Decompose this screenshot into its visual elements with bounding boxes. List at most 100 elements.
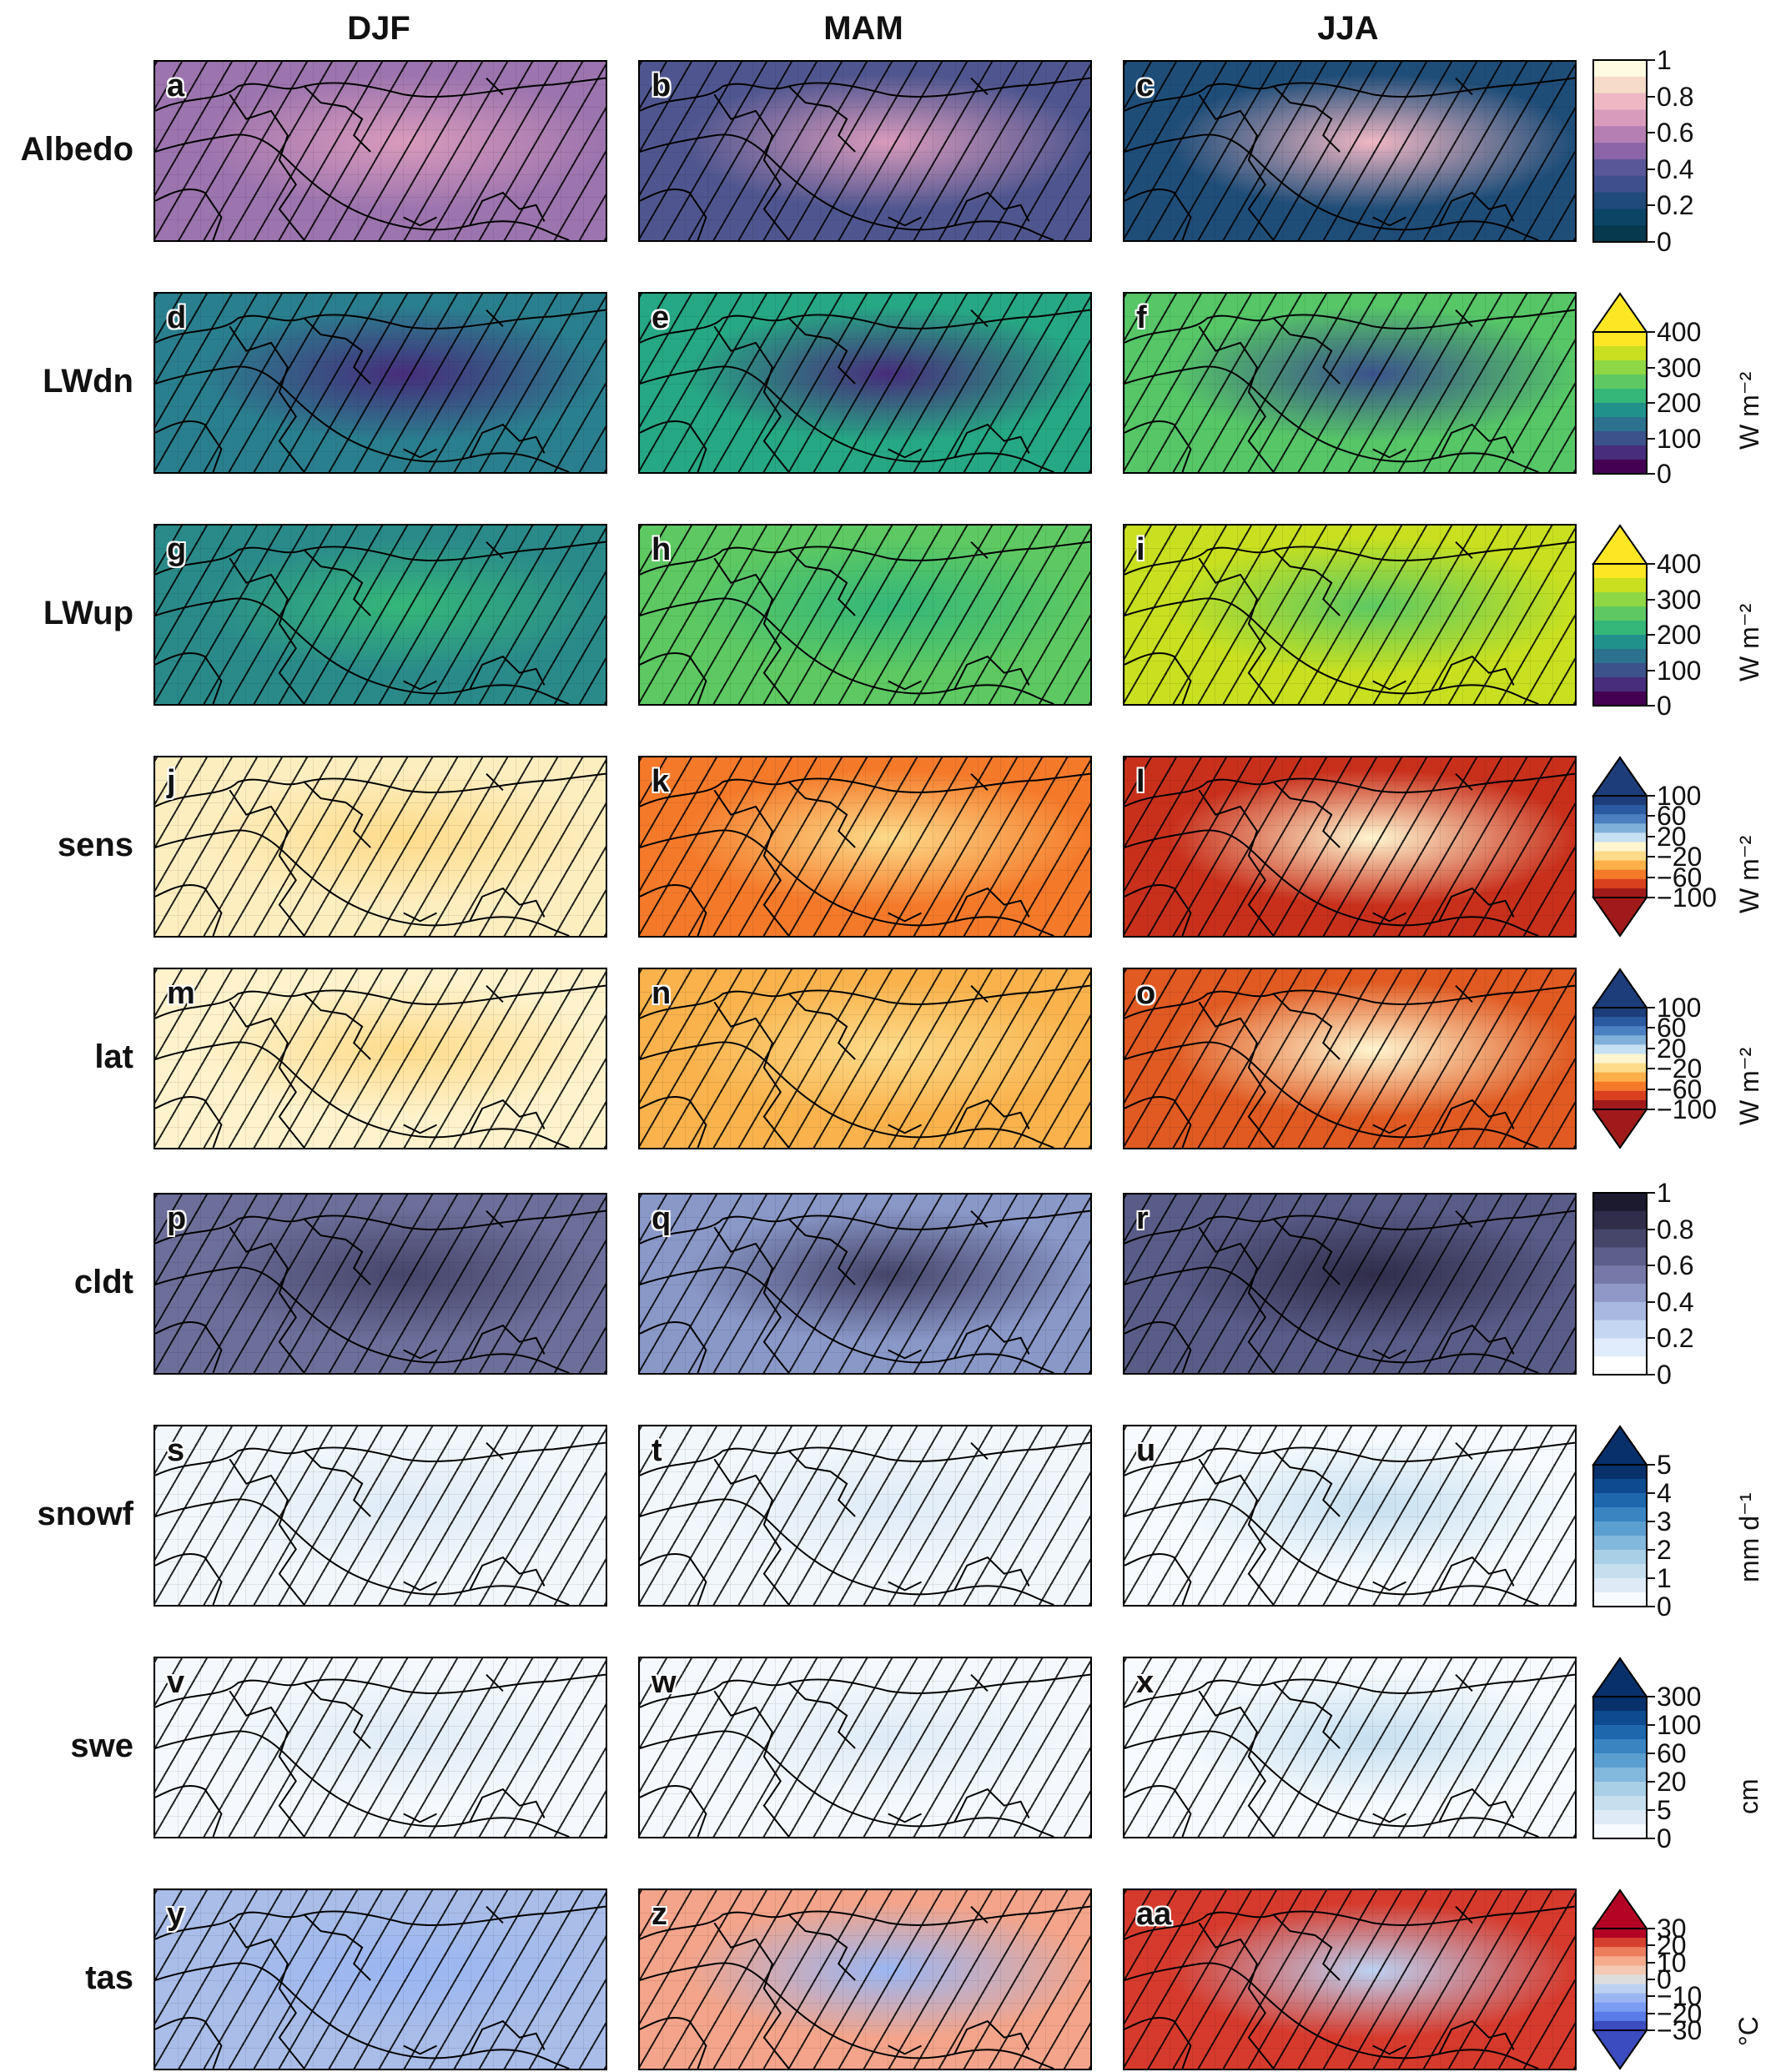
colorbar-tick-label: 300	[1646, 352, 1702, 383]
significance-hatching	[640, 1890, 1090, 2069]
colorbar-bin	[1593, 1521, 1647, 1536]
colorbar-tick-label: 0	[1647, 1964, 1672, 1994]
colorbar-bin	[1593, 1739, 1647, 1754]
row-label-lat: lat	[94, 1039, 133, 1075]
colorbar-tick-label: 0	[1647, 1823, 1672, 1853]
colorbar-tick-label: 20	[1647, 1930, 1687, 1961]
colorbar-bin	[1593, 360, 1647, 375]
colorbar-bin	[1593, 1210, 1647, 1230]
colorbar-bin	[1593, 677, 1647, 692]
column-heading-mam: MAM	[823, 10, 903, 47]
row-label-lwup: LWup	[43, 595, 133, 631]
panel-label: t	[652, 1433, 662, 1468]
colorbar-tick-label: 60	[1647, 801, 1687, 832]
colorbar-extend-max	[1592, 756, 1648, 797]
colorbar-bin	[1593, 1938, 1647, 1948]
map-panel-z: z	[638, 1888, 1092, 2070]
panel-label: a	[167, 68, 185, 103]
colorbar-lat	[1592, 968, 1648, 1149]
colorbar-tick-label: 3	[1647, 1506, 1672, 1536]
map-panel-r: r	[1123, 1193, 1577, 1375]
colorbar-extend-max	[1592, 1657, 1648, 1697]
map-panel-c: c	[1123, 60, 1577, 242]
map-panel-h: h	[638, 524, 1092, 706]
map-panel-d: d	[153, 292, 607, 474]
colorbar-bin	[1593, 1929, 1647, 1939]
map-panel-g: g	[153, 524, 607, 706]
colorbar-tick-label: 400	[1646, 317, 1702, 347]
colorbar-extend-min	[1592, 1109, 1648, 1149]
colorbar-tick-label: 2	[1647, 1535, 1672, 1565]
panel-label: g	[167, 532, 187, 567]
panel-label: z	[652, 1897, 667, 1932]
colorbar-bin	[1593, 578, 1647, 593]
colorbar-frame	[1592, 1696, 1648, 1839]
colorbar-extend-max	[1592, 524, 1648, 565]
colorbar-bin	[1593, 375, 1647, 390]
colorbar-bin	[1593, 878, 1647, 889]
significance-hatching	[640, 969, 1090, 1148]
colorbar-tick-label: 200	[1646, 388, 1702, 418]
significance-hatching	[1124, 62, 1575, 240]
colorbar-tick-label: 1	[1647, 45, 1672, 75]
map-panel-w: w	[638, 1657, 1092, 1838]
colorbar-bin	[1593, 2011, 1647, 2022]
colorbar-bin	[1593, 93, 1647, 110]
colorbar-bin	[1593, 1782, 1647, 1797]
panel-label: c	[1136, 68, 1155, 103]
colorbar-tick-label: 0	[1647, 1592, 1672, 1622]
colorbar-bin	[1593, 888, 1647, 898]
map-panel-l: l	[1123, 756, 1577, 938]
colorbar-bin	[1593, 796, 1647, 806]
colorbar-bin	[1593, 1054, 1647, 1064]
panel-label: o	[1136, 976, 1156, 1011]
panel-label: w	[652, 1665, 677, 1700]
colorbar-bin	[1593, 1035, 1647, 1045]
colorbar-tick-label: 5	[1647, 1795, 1672, 1825]
significance-hatching	[1124, 526, 1575, 704]
colorbar-tick-label: 0.6	[1646, 1250, 1694, 1281]
panel-label: q	[652, 1201, 672, 1236]
colorbar-tick-label: 200	[1646, 620, 1702, 650]
colorbar-tick-label: −100	[1646, 883, 1718, 913]
colorbar-tick-label: 1	[1647, 1178, 1672, 1208]
colorbar-bin	[1593, 225, 1647, 243]
colorbar-lwdn	[1592, 292, 1648, 475]
colorbar-extend-max	[1592, 1425, 1648, 1466]
colorbar-bin	[1593, 1008, 1647, 1018]
significance-hatching	[1124, 1194, 1575, 1373]
significance-hatching	[155, 969, 606, 1148]
row-label-albedo: Albedo	[20, 131, 133, 168]
colorbar-bin	[1593, 1810, 1647, 1825]
colorbar-bin	[1593, 635, 1647, 650]
panel-label: x	[1136, 1665, 1155, 1700]
colorbar-snowf	[1592, 1425, 1648, 1607]
colorbar-unit-label: W m⁻²	[1734, 835, 1764, 913]
colorbar-bin	[1593, 1956, 1647, 1966]
significance-hatching	[640, 757, 1090, 936]
colorbar-bin	[1593, 143, 1647, 160]
colorbar-bin	[1593, 1824, 1647, 1839]
significance-hatching	[640, 1658, 1090, 1837]
colorbar-unit-label: mm d⁻¹	[1734, 1492, 1764, 1582]
colorbar-bin	[1593, 1044, 1647, 1054]
significance-hatching	[155, 62, 606, 240]
significance-hatching	[155, 1194, 606, 1373]
map-panel-j: j	[153, 756, 607, 938]
colorbar-tick-label: 0	[1647, 691, 1672, 721]
colorbar-tick-label: 400	[1646, 549, 1702, 579]
significance-hatching	[155, 1890, 606, 2069]
panel-label: y	[167, 1897, 185, 1932]
panel-label: d	[167, 300, 187, 335]
colorbar-tick-label: −20	[1646, 1998, 1703, 2029]
significance-hatching	[1124, 294, 1575, 472]
column-heading-djf: DJF	[347, 10, 410, 47]
colorbar-bin	[1593, 460, 1647, 475]
colorbar-bin	[1593, 417, 1647, 432]
colorbar-tick-label: 100	[1646, 423, 1702, 454]
panel-label: f	[1136, 300, 1147, 335]
significance-hatching	[1124, 1658, 1575, 1837]
panel-label: n	[652, 976, 672, 1011]
colorbar-bin	[1593, 564, 1647, 579]
colorbar-tick-label: 20	[1647, 1767, 1687, 1797]
